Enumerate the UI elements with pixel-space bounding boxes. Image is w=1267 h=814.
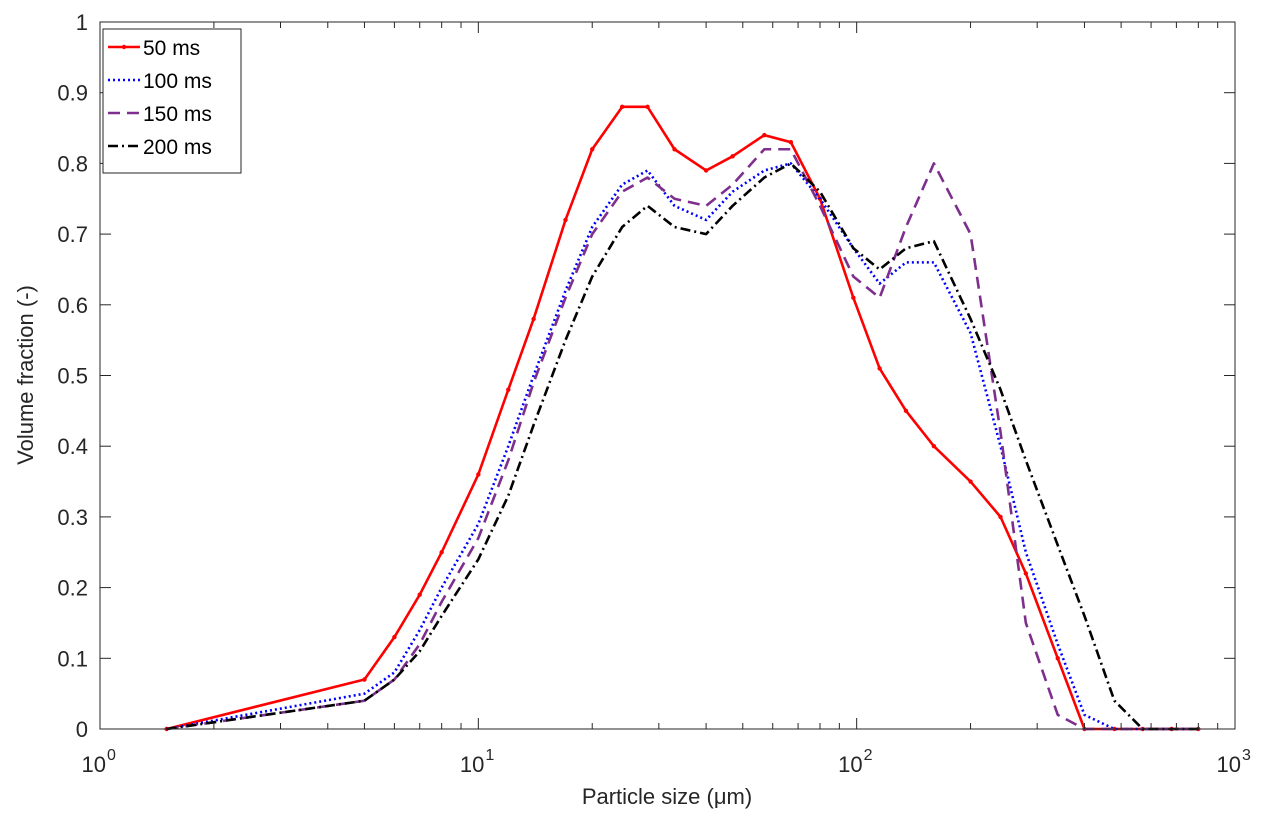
y-tick-label: 0.2 (57, 576, 88, 601)
series-point-50-ms (417, 592, 422, 597)
x-tick-label: 10 0 (82, 747, 116, 777)
series-point-50-ms (563, 217, 568, 223)
series-point-50-ms (1023, 571, 1029, 576)
series-point-50-ms (590, 147, 595, 152)
y-tick-label: 0.1 (57, 646, 88, 671)
series-point-50-ms (476, 472, 481, 477)
y-tick-label: 0.9 (57, 81, 88, 106)
legend: 50 ms 100 ms 150 ms 200 ms (102, 28, 242, 174)
x-axis-title: Particle size (μm) (582, 784, 752, 809)
y-axis-title: Volume fraction (-) (13, 285, 38, 465)
y-tick-label: 0.8 (57, 151, 88, 176)
series-point-50-ms (1055, 656, 1060, 661)
y-tick-label: 0.7 (57, 222, 88, 247)
legend-label-200-ms: 200 ms (143, 136, 212, 159)
x-tick-label-base: 10 (1217, 752, 1241, 777)
series-point-50-ms (877, 366, 882, 371)
x-tick-label-base: 10 (460, 752, 484, 777)
x-tick-label: 10 3 (1217, 747, 1251, 777)
y-tick-label: 0.3 (57, 505, 88, 530)
series-point-50-ms (645, 104, 650, 110)
series-point-50-ms (439, 550, 444, 555)
series-point-50-ms (903, 408, 909, 414)
legend-box (102, 28, 242, 174)
series-point-50-ms (968, 479, 973, 484)
y-tick-label: 0.6 (57, 293, 88, 318)
x-tick-label-exponent: 2 (864, 747, 873, 764)
series-point-50-ms (362, 677, 367, 682)
series-point-50-ms (998, 514, 1003, 520)
series-point-50-ms (531, 316, 536, 322)
x-tick-label-exponent: 3 (1242, 747, 1251, 764)
x-tick-label: 10 1 (460, 747, 494, 777)
series-point-50-ms (672, 147, 677, 152)
series-layer (164, 104, 1201, 732)
x-tick-label-exponent: 0 (107, 747, 116, 764)
y-tick-label: 0 (76, 717, 88, 742)
series-point-50-ms (762, 132, 767, 138)
series-point-50-ms (703, 168, 709, 173)
series-point-50-ms (506, 387, 511, 392)
legend-label-50-ms: 50 ms (143, 37, 200, 60)
legend-label-150-ms: 150 ms (143, 103, 212, 126)
y-tick-label: 0.4 (57, 434, 88, 459)
x-tick-label-base: 10 (838, 752, 862, 777)
series-line-150-ms (166, 147, 1199, 731)
series-point-50-ms (851, 295, 856, 300)
series-point-50-ms (619, 104, 625, 110)
x-tick-label-exponent: 1 (485, 747, 494, 764)
series-point-50-ms (931, 444, 937, 449)
y-tick-label: 0.5 (57, 364, 88, 389)
legend-label-100-ms: 100 ms (143, 70, 212, 93)
series-point-50-ms (730, 154, 735, 159)
series-line-200-ms (166, 162, 1199, 731)
series-point-50-ms (788, 139, 794, 145)
x-tick-label-base: 10 (82, 752, 106, 777)
plot-area (100, 22, 1235, 729)
y-tick-label: 1 (76, 10, 88, 35)
legend-marker-50-ms (121, 44, 127, 50)
x-tick-label: 10 2 (838, 747, 872, 777)
series-line-100-ms (166, 162, 1199, 731)
plot-frame (99, 21, 1236, 730)
series-point-50-ms (392, 634, 397, 640)
